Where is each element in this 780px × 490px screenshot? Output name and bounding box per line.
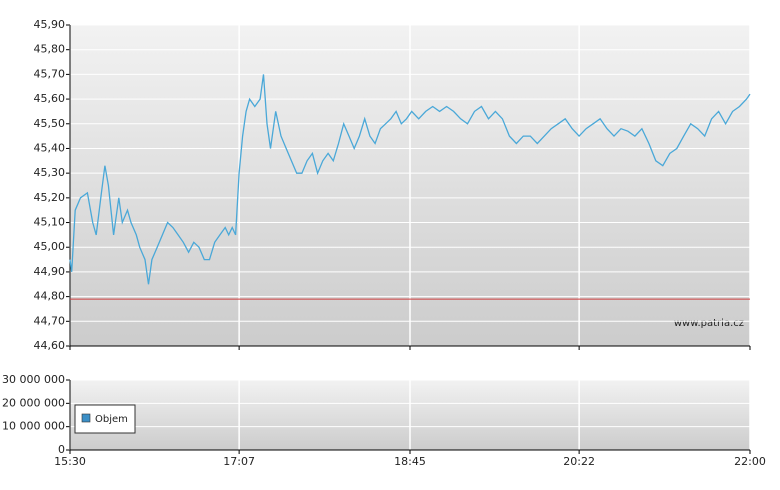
x-tick-label: 22:00 xyxy=(734,455,766,468)
y-tick-label: 20 000 000 xyxy=(2,396,65,409)
x-tick-label: 15:30 xyxy=(54,455,86,468)
y-tick-label: 45,00 xyxy=(34,240,66,253)
y-tick-label: 0 xyxy=(58,443,65,456)
y-tick-label: 45,40 xyxy=(34,141,66,154)
x-tick-label: 18:45 xyxy=(394,455,426,468)
y-tick-label: 44,90 xyxy=(34,265,66,278)
legend: Objem xyxy=(74,404,136,434)
y-tick-label: 45,90 xyxy=(34,18,66,31)
y-tick-label: 10 000 000 xyxy=(2,420,65,433)
y-tick-label: 45,70 xyxy=(34,67,66,80)
x-tick-label: 20:22 xyxy=(563,455,595,468)
x-tick-label: 17:07 xyxy=(223,455,255,468)
legend-label: Objem xyxy=(95,414,128,425)
y-tick-label: 45,80 xyxy=(34,43,66,56)
y-tick-label: 45,50 xyxy=(34,117,66,130)
y-tick-label: 44,60 xyxy=(34,339,66,352)
y-tick-label: 45,20 xyxy=(34,191,66,204)
price-line xyxy=(69,74,751,285)
y-tick-label: 44,80 xyxy=(34,290,66,303)
y-tick-label: 44,70 xyxy=(34,314,66,327)
y-tick-label: 45,10 xyxy=(34,216,66,229)
y-tick-label: 45,60 xyxy=(34,92,66,105)
y-tick-label: 30 000 000 xyxy=(2,373,65,386)
watermark: www.patria.cz xyxy=(674,318,744,329)
legend-swatch xyxy=(81,413,91,423)
y-tick-label: 45,30 xyxy=(34,166,66,179)
